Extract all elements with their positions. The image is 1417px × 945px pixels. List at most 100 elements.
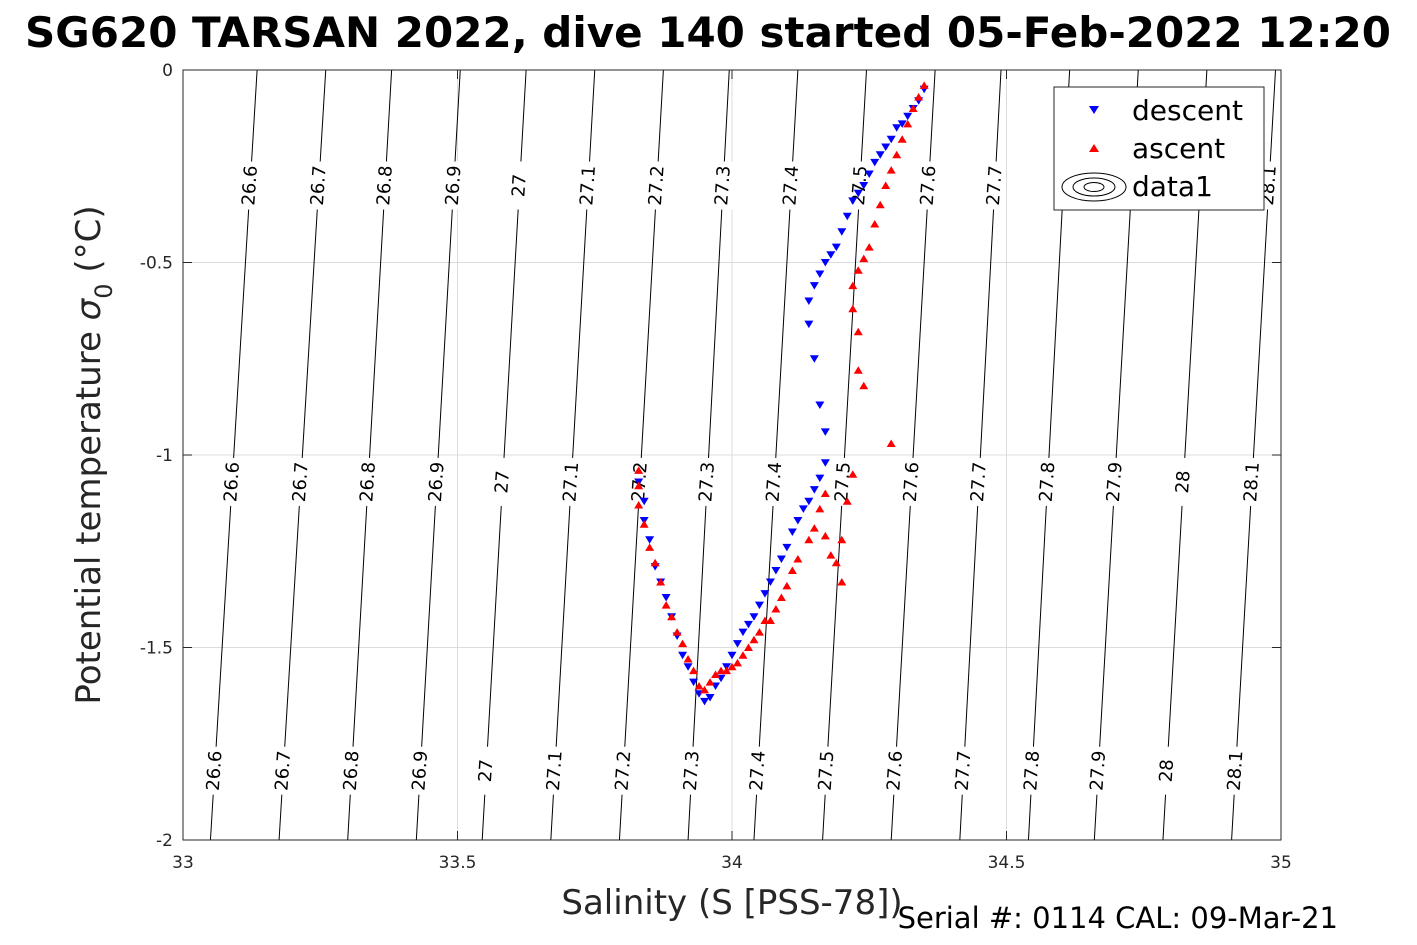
- isopycnal-label: 28: [1156, 759, 1179, 783]
- isopycnal-label: 26.6: [220, 461, 244, 502]
- isopycnal-label: 27.8: [1020, 750, 1044, 791]
- descent-point: [815, 401, 825, 409]
- descent-point: [782, 543, 792, 552]
- ascent-point: [892, 150, 902, 159]
- descent-point: [727, 651, 737, 660]
- ascent-point: [661, 601, 671, 609]
- legend-ascent-marker: [1089, 144, 1099, 152]
- isopycnal-label-bg: [508, 161, 531, 210]
- ascent-point: [694, 682, 704, 690]
- isopycnal-label: 27.1: [576, 165, 600, 206]
- x-axis-label: Salinity (S [PSS-78]): [561, 883, 902, 923]
- descent-point: [815, 474, 825, 483]
- ascent-point: [903, 119, 913, 128]
- isopycnal-label-bg: [442, 161, 465, 210]
- ascent-point: [793, 554, 803, 563]
- descent-point: [738, 628, 748, 637]
- isopycnal-label: 27.3: [695, 461, 719, 502]
- isopycnal-label-bg: [203, 746, 226, 795]
- isopycnal-label-bg: [1036, 457, 1059, 506]
- ascent-point: [820, 531, 830, 540]
- isopycnal-label-bg: [1172, 457, 1195, 506]
- isopycnal-label: 27.7: [983, 165, 1007, 206]
- ascent-point: [908, 104, 918, 112]
- ascent-point: [776, 593, 786, 601]
- isopycnal-label: 27: [475, 759, 498, 783]
- ascent-point: [886, 439, 896, 447]
- isopycnal-label: 27.8: [1036, 461, 1060, 502]
- ascent-point: [639, 520, 649, 528]
- ascent-point: [700, 685, 710, 694]
- ascent-point: [848, 470, 858, 478]
- ascent-point: [837, 578, 847, 586]
- isopycnal-label: 27.9: [1103, 461, 1127, 502]
- isopycnal-label-bg: [1155, 746, 1178, 795]
- isopycnal-label-bg: [577, 161, 600, 210]
- descent-point: [853, 189, 863, 198]
- ascent-point: [634, 501, 644, 509]
- isopycnal-label: 27.5: [815, 750, 839, 791]
- contour-legend-icon: [1061, 172, 1127, 202]
- isopycnal-label: 27.4: [746, 750, 770, 791]
- isopycnal-label: 27.4: [779, 165, 803, 206]
- isopycnal-label: 26.8: [356, 461, 380, 502]
- isopycnal-label: 27.2: [612, 750, 636, 791]
- y-tick-label: -1.5: [140, 639, 173, 659]
- isopycnal-label-bg: [884, 746, 907, 795]
- isopycnal-label-bg: [221, 457, 244, 506]
- x-tick-label: 33.5: [439, 853, 477, 873]
- isopycnal-label-bg: [1021, 746, 1044, 795]
- isopycnal-label-bg: [409, 746, 432, 795]
- isopycnal-label-bg: [900, 457, 923, 506]
- isopycnal-label-bg: [815, 746, 838, 795]
- ascent-point: [864, 243, 874, 251]
- ascent-point: [727, 662, 737, 671]
- descent-point: [809, 486, 819, 494]
- isopycnal-label-bg: [425, 457, 448, 506]
- isopycnal-label: 26.7: [307, 165, 331, 206]
- isopycnal-label: 27.5: [848, 165, 872, 206]
- isopycnal-label-bg: [680, 746, 703, 795]
- isopycnal-label-bg: [307, 161, 330, 210]
- isopycnal-label: 28: [1172, 470, 1195, 494]
- descent-point: [864, 170, 874, 178]
- y-axis-label-unit: (°C): [69, 205, 109, 283]
- descent-point: [705, 694, 715, 702]
- descent-point: [826, 251, 836, 259]
- ascent-point: [859, 254, 869, 263]
- ascent-point: [738, 651, 748, 659]
- ascent-point: [831, 558, 841, 567]
- chart-title: SG620 TARSAN 2022, dive 140 started 05-F…: [25, 8, 1391, 57]
- legend-data1-label: data1: [1132, 170, 1213, 203]
- descent-point: [820, 259, 830, 267]
- descent-point: [776, 555, 786, 563]
- isopycnal-label: 26.8: [340, 750, 364, 791]
- descent-point: [639, 497, 649, 506]
- isopycnal-label: 27.6: [917, 165, 941, 206]
- ascent-point: [656, 578, 666, 586]
- x-tick-label: 34: [721, 853, 743, 873]
- descent-point: [787, 528, 797, 536]
- isopycnal-label: 26.9: [442, 165, 466, 206]
- ascent-point: [711, 670, 721, 678]
- descent-point: [859, 182, 869, 190]
- isopycnal-label: 26.7: [289, 461, 313, 502]
- descent-point: [749, 613, 759, 621]
- isopycnal-label: 27.9: [1086, 750, 1110, 791]
- descent-point: [809, 282, 819, 290]
- isopycnal-label: 27: [508, 173, 531, 197]
- isopycnal-label: 26.6: [238, 165, 262, 206]
- isopycnal-label-bg: [712, 161, 735, 210]
- ascent-point: [804, 535, 814, 544]
- y-axis-label-symbol: σ: [69, 297, 109, 320]
- ascent-point: [837, 535, 847, 544]
- ascent-point: [782, 581, 792, 590]
- ascent-point: [897, 135, 907, 143]
- descent-point: [837, 228, 847, 236]
- ascent-point: [886, 166, 896, 174]
- descent-point: [743, 620, 753, 629]
- isopycnal-label-bg: [1103, 457, 1126, 506]
- isopycnal-label-bg: [1224, 746, 1247, 795]
- ascent-point: [853, 366, 863, 374]
